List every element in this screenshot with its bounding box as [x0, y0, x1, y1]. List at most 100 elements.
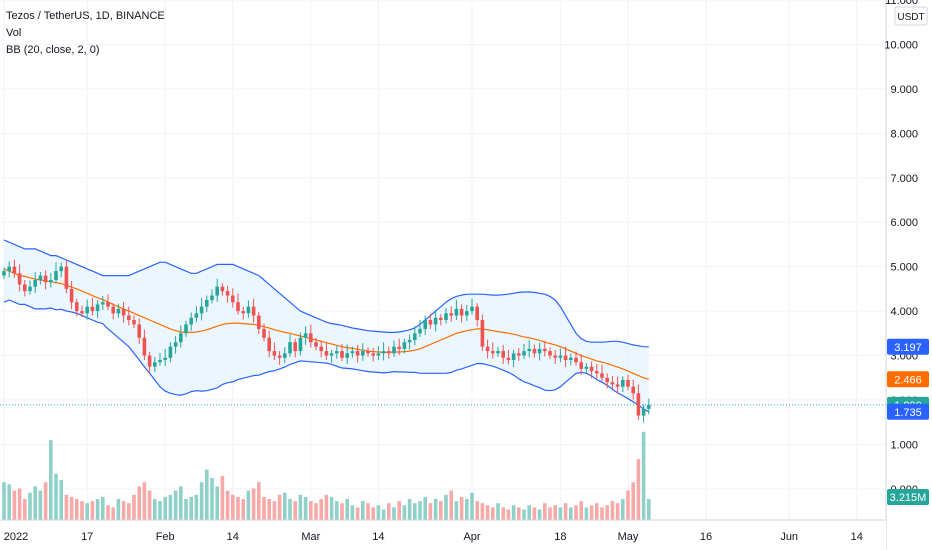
candle-body	[173, 342, 178, 347]
volume-bar	[293, 501, 297, 520]
volume-bar	[262, 496, 266, 520]
candle-body	[54, 271, 58, 280]
candle	[641, 404, 646, 423]
candle	[288, 334, 292, 357]
candlesticks[interactable]	[2, 259, 651, 423]
grid-lines	[0, 0, 886, 520]
volume-bar	[231, 494, 235, 520]
volume-bar	[54, 473, 58, 520]
candle	[59, 262, 63, 278]
volume-bar	[158, 501, 162, 520]
candle-body	[251, 306, 256, 316]
volume-bar	[454, 501, 459, 520]
candle	[54, 262, 58, 284]
candle	[153, 356, 157, 372]
candle-body	[350, 351, 355, 354]
candle-body	[101, 302, 105, 305]
time-tick-label: Jun	[780, 531, 798, 543]
symbol-title[interactable]: Tezos / TetherUS, 1D, BINANCE	[6, 10, 165, 22]
candle-body	[95, 304, 100, 312]
volume-bar	[563, 503, 568, 520]
candle	[600, 364, 604, 382]
time-axis[interactable]: 2022 17 Feb 14 Mar 14 Apr 18 May 16 Jun 14	[0, 519, 886, 550]
candle-body	[522, 351, 526, 356]
volume-bar	[153, 499, 157, 520]
candle	[465, 304, 469, 321]
candle-body	[142, 337, 147, 356]
time-axis-bg	[0, 520, 886, 550]
candle	[563, 346, 568, 368]
volume-bar	[267, 499, 271, 520]
candle	[12, 259, 17, 278]
candle-body	[558, 355, 563, 358]
price-tick-label: 7.000	[890, 173, 918, 185]
candle	[257, 312, 261, 335]
bollinger-band-fill	[4, 240, 649, 412]
volume-bars	[2, 431, 651, 520]
candle-body	[179, 333, 183, 343]
volume-bar	[522, 509, 526, 520]
candle-body	[615, 384, 620, 387]
volume-bar	[163, 496, 167, 520]
time-tick-label: 16	[700, 531, 712, 543]
candle-body	[236, 302, 240, 312]
bollinger-indicator-label[interactable]: BB (20, close, 2, 0)	[6, 44, 100, 56]
candle-body	[574, 357, 578, 363]
volume-bar	[543, 503, 547, 520]
candle	[309, 324, 313, 348]
volume-bar	[553, 505, 557, 520]
volume-bar	[340, 503, 344, 520]
volume-bar	[132, 494, 136, 520]
volume-bar	[173, 490, 178, 520]
time-tick-label: Mar	[301, 531, 320, 543]
volume-bar	[2, 482, 6, 520]
price-axis[interactable]: 11.000 10.000 9.000 8.000 7.000 6.000 5.000 4.0…	[884, 0, 932, 550]
candle-body	[121, 308, 126, 316]
candle	[631, 379, 635, 400]
candle	[194, 306, 199, 323]
volume-bar	[439, 501, 443, 520]
volume-bar	[236, 496, 240, 520]
candle	[470, 298, 474, 315]
candle-body	[262, 328, 266, 338]
candle	[329, 349, 334, 363]
candle-body	[194, 313, 199, 318]
candle-body	[111, 306, 115, 314]
candle	[548, 347, 552, 360]
volume-bar	[423, 496, 427, 520]
candle-body	[407, 340, 412, 343]
volume-bar	[631, 482, 635, 520]
time-tick-label: 2022	[4, 531, 28, 543]
bb-upper-badge-label: 3.197	[894, 342, 922, 354]
candle	[480, 314, 485, 352]
volume-bar	[17, 488, 22, 520]
candle	[298, 332, 303, 356]
bb-lower-badge: 1.735	[887, 403, 929, 420]
candle	[267, 330, 271, 358]
candle	[366, 347, 370, 357]
volume-bar	[366, 503, 370, 520]
candle-body	[563, 355, 568, 360]
candle-body	[293, 342, 297, 352]
volume-bar	[64, 494, 69, 520]
volume-indicator-label[interactable]: Vol	[6, 27, 22, 39]
volume-bar	[147, 490, 152, 520]
candle-body	[589, 366, 594, 372]
candle	[324, 343, 329, 360]
volume-bar	[558, 507, 563, 520]
candle	[558, 348, 563, 363]
candle-body	[470, 306, 474, 312]
candle-body	[428, 320, 433, 325]
price-tick-label: 6.000	[890, 217, 918, 229]
candle-body	[537, 348, 542, 354]
bollinger-upper-line	[3, 239, 649, 348]
bb-upper-badge-box	[887, 338, 929, 355]
volume-bar	[636, 459, 641, 520]
volume-bar	[517, 507, 521, 520]
volume-bar	[345, 499, 349, 520]
candle	[147, 352, 152, 374]
candle-body	[444, 313, 448, 320]
candle	[283, 347, 287, 364]
candle-body	[210, 295, 214, 300]
